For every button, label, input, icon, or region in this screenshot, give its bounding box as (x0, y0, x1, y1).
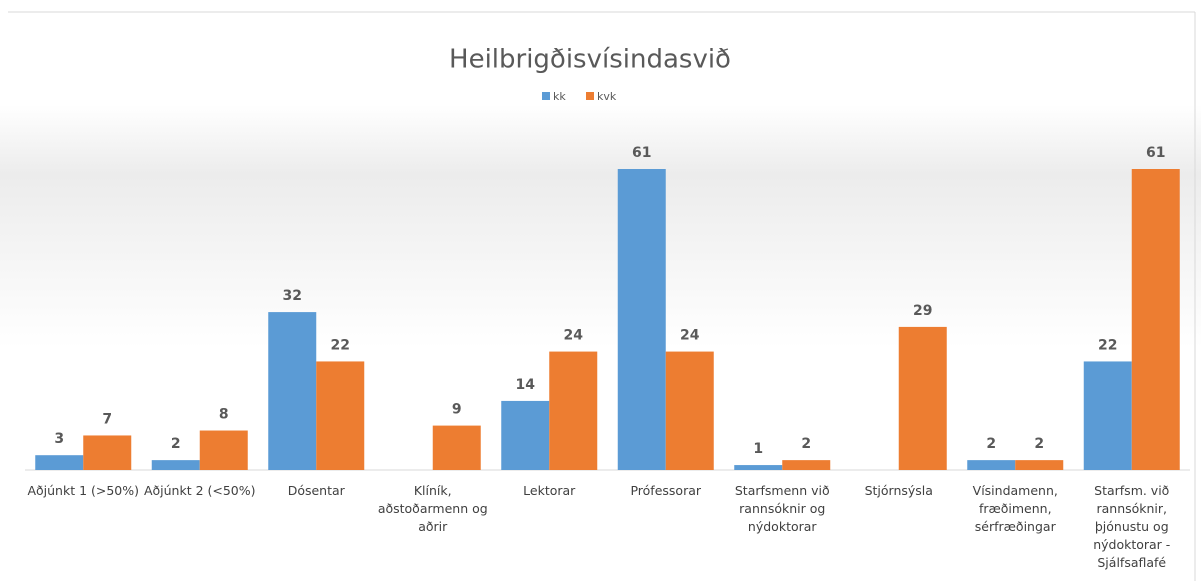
value-label: 22 (331, 337, 350, 353)
x-tick-label: Aðjúnkt 2 (<50%) (143, 483, 256, 498)
value-label: 22 (1098, 337, 1117, 353)
bar (151, 460, 200, 470)
value-label: 7 (102, 411, 112, 427)
x-tick-label: Dósentar (287, 483, 345, 498)
bar (268, 312, 317, 470)
x-tick-label: Aðjúnkt 1 (>50%) (27, 483, 140, 498)
bar (501, 400, 550, 470)
value-label: 61 (632, 145, 651, 161)
x-tick-label: Prófessorar (630, 483, 702, 498)
value-label: 24 (564, 328, 584, 344)
legend-label: kvk (597, 90, 617, 103)
value-label: 24 (680, 328, 700, 344)
value-label: 1 (753, 441, 763, 457)
value-label: 32 (283, 288, 302, 304)
bar (1131, 169, 1180, 470)
bar (734, 465, 783, 470)
bar (199, 430, 248, 470)
value-label: 9 (452, 402, 462, 418)
value-label: 2 (986, 436, 996, 452)
bar (1015, 460, 1064, 470)
value-label: 61 (1146, 145, 1165, 161)
bar (782, 460, 831, 470)
bar (316, 361, 365, 470)
bar (35, 455, 84, 470)
bar (432, 425, 481, 470)
value-label: 29 (913, 303, 932, 319)
bar (1083, 361, 1132, 470)
x-tick-label: Vísindamenn, fræðimenn, sérfræðingar (972, 483, 1058, 534)
legend-swatch (586, 92, 594, 100)
legend-label: kk (553, 90, 566, 103)
value-label: 2 (1034, 436, 1044, 452)
x-tick-label: Starfsmenn við rannsóknir og nýdoktorar (734, 483, 830, 534)
value-label: 2 (171, 436, 181, 452)
value-label: 14 (516, 377, 536, 393)
x-tick-label: Klíník, aðstoðarmenn og aðrir (377, 483, 488, 534)
value-label: 3 (54, 431, 64, 447)
value-label: 2 (801, 436, 811, 452)
legend-swatch (542, 92, 550, 100)
bar (665, 351, 714, 470)
bar (967, 460, 1016, 470)
chart-title: Heilbrigðisvísindasvið (449, 45, 731, 75)
bar (617, 169, 666, 470)
value-label: 8 (219, 407, 229, 423)
x-tick-label: Starfsm. við rannsóknir, þjónustu og nýd… (1093, 483, 1171, 570)
bar (83, 435, 132, 470)
x-tick-label: Lektorar (523, 483, 576, 498)
bar (898, 326, 947, 470)
bar (549, 351, 598, 470)
x-tick-label: Stjórnsýsla (864, 483, 933, 498)
